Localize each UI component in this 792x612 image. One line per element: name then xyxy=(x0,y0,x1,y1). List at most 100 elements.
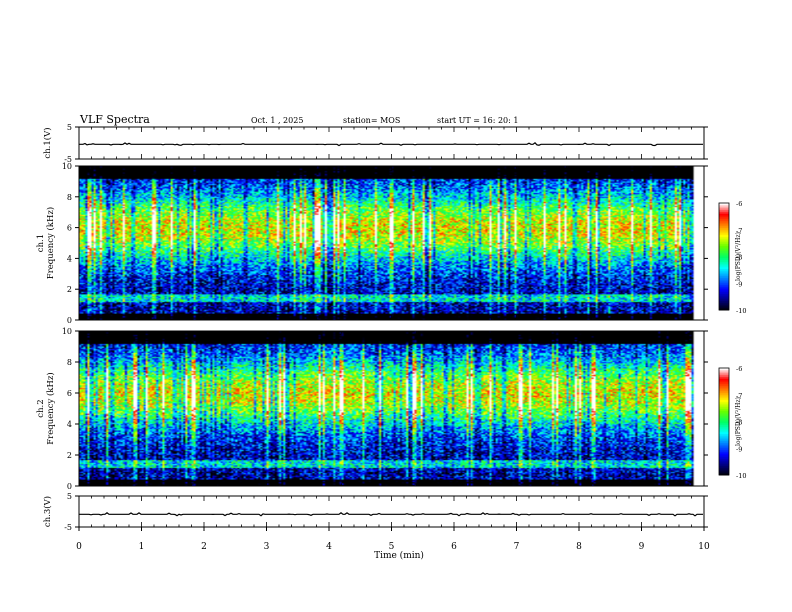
colorbar-swatch xyxy=(719,444,729,447)
ch1-spectrogram-image xyxy=(79,166,704,320)
x-tick-label: 9 xyxy=(639,542,645,552)
colorbar-swatch xyxy=(719,293,729,297)
colorbar-swatch xyxy=(719,210,729,213)
colorbar-swatch xyxy=(719,249,729,252)
colorbar-swatch xyxy=(719,270,729,274)
colorbar-label: log(PSD)(V²/Hz) xyxy=(735,397,742,446)
colorbar-swatch xyxy=(719,467,729,471)
colorbar-swatch xyxy=(719,292,729,295)
colorbar-tick-label: -8 xyxy=(736,419,742,427)
figure-title: VLF Spectra xyxy=(79,113,150,126)
ch2-colorbar: -6 -7 -8 -9 -10 log(PSD)(V²/Hz) xyxy=(718,365,746,480)
colorbar-frame xyxy=(718,367,730,476)
colorbar-swatch xyxy=(719,464,729,467)
x-tick-label: 7 xyxy=(514,542,520,552)
colorbar-frame xyxy=(718,202,730,311)
colorbar-swatch xyxy=(719,204,729,208)
colorbar-swatch xyxy=(719,457,729,460)
colorbar-swatch xyxy=(719,254,729,257)
colorbar-swatch xyxy=(719,441,729,444)
y-tick-label: 10 xyxy=(62,327,72,336)
colorbar-swatch xyxy=(719,426,729,430)
start-time-label: start UT = 16: 20: 1 xyxy=(437,116,518,125)
colorbar-swatch xyxy=(719,369,729,373)
colorbar-swatch xyxy=(719,245,729,249)
colorbar-swatch xyxy=(719,451,729,455)
x-tick-label: 2 xyxy=(201,542,207,552)
ch1-spectrogram-panel: 0 2 4 6 8 10 ch.1 Frequency (kHz) xyxy=(36,162,708,325)
colorbar-swatch xyxy=(719,297,729,300)
colorbar-swatch xyxy=(719,276,729,279)
colorbar-swatch xyxy=(719,277,729,281)
colorbar-swatch xyxy=(719,375,729,378)
colorbar-swatch xyxy=(719,398,729,401)
colorbar-swatch xyxy=(719,387,729,390)
ch1-voltage-trace xyxy=(79,142,703,147)
colorbar-swatch xyxy=(719,455,729,458)
colorbar-swatch xyxy=(719,462,729,465)
colorbar-swatch xyxy=(719,240,729,243)
y-tick-label: 8 xyxy=(67,358,72,367)
colorbar-swatch xyxy=(719,421,729,424)
y-tick-label: -5 xyxy=(64,155,72,164)
colorbar-swatch xyxy=(719,473,729,476)
colorbar-tick-label: -9 xyxy=(736,280,742,288)
ch2-spectrogram-image xyxy=(79,331,704,486)
colorbar-swatch xyxy=(719,231,729,234)
colorbar-swatch xyxy=(719,265,729,268)
colorbar-swatch xyxy=(719,428,729,431)
colorbar-swatch xyxy=(719,272,729,275)
colorbar-swatch xyxy=(719,251,729,254)
ch2-spectrogram-ylabel: ch.2 xyxy=(36,399,46,417)
colorbar-swatch xyxy=(719,432,729,435)
colorbar-swatch xyxy=(719,247,729,250)
colorbar-swatch xyxy=(719,268,729,272)
colorbar-swatch xyxy=(719,378,729,381)
colorbar-swatch xyxy=(719,258,729,261)
y-tick-label: 10 xyxy=(62,162,72,171)
y-tick-label: 6 xyxy=(67,224,72,233)
x-tick-label: 4 xyxy=(326,542,332,552)
colorbar-swatch xyxy=(719,442,729,446)
y-tick-label: 4 xyxy=(67,254,72,263)
ch2-spectrogram-ylabel: Frequency (kHz) xyxy=(45,372,56,444)
colorbar-swatch xyxy=(719,256,729,259)
colorbar-swatch xyxy=(719,396,729,399)
colorbar-swatch xyxy=(719,371,729,374)
colorbar-swatch xyxy=(719,419,729,422)
colorbar-swatch xyxy=(719,448,729,451)
y-tick-label: 6 xyxy=(67,389,72,398)
x-tick-label: 10 xyxy=(698,542,710,552)
x-axis-label: Time (min) xyxy=(374,550,424,561)
colorbar-tick-label: -6 xyxy=(736,365,742,373)
colorbar-swatch xyxy=(719,215,729,218)
colorbar-swatch xyxy=(719,430,729,433)
colorbar-swatch xyxy=(719,295,729,299)
colorbar-swatch xyxy=(719,302,729,306)
colorbar-swatch xyxy=(719,222,729,225)
colorbar-swatch xyxy=(719,423,729,426)
ch3-voltage-ylabel: ch.3(V) xyxy=(42,496,53,527)
colorbar-swatch xyxy=(719,385,729,389)
colorbar-swatch xyxy=(719,368,729,371)
colorbar-swatch xyxy=(719,425,729,428)
y-tick-label: 0 xyxy=(67,482,72,491)
x-tick-label: 5 xyxy=(389,542,395,552)
colorbar-swatch xyxy=(719,299,729,302)
colorbar-swatch xyxy=(719,242,729,245)
colorbar-swatch xyxy=(719,274,729,277)
colorbar-swatch xyxy=(719,288,729,291)
y-tick-label: 0 xyxy=(67,316,72,325)
colorbar-swatch xyxy=(719,229,729,233)
ch1-colorbar: -6 -7 -8 -9 -10 log(PSD)(V²/Hz) xyxy=(718,200,746,315)
colorbar-swatch xyxy=(719,304,729,307)
colorbar-swatch xyxy=(719,469,729,472)
colorbar-swatch xyxy=(719,306,729,309)
ch3-voltage-trace xyxy=(79,512,703,517)
colorbar-swatch xyxy=(719,394,729,398)
colorbar-swatch xyxy=(719,389,729,392)
y-tick-label: 2 xyxy=(67,285,72,294)
colorbar-swatch xyxy=(719,261,729,265)
colorbar-tick-label: -10 xyxy=(736,472,746,480)
